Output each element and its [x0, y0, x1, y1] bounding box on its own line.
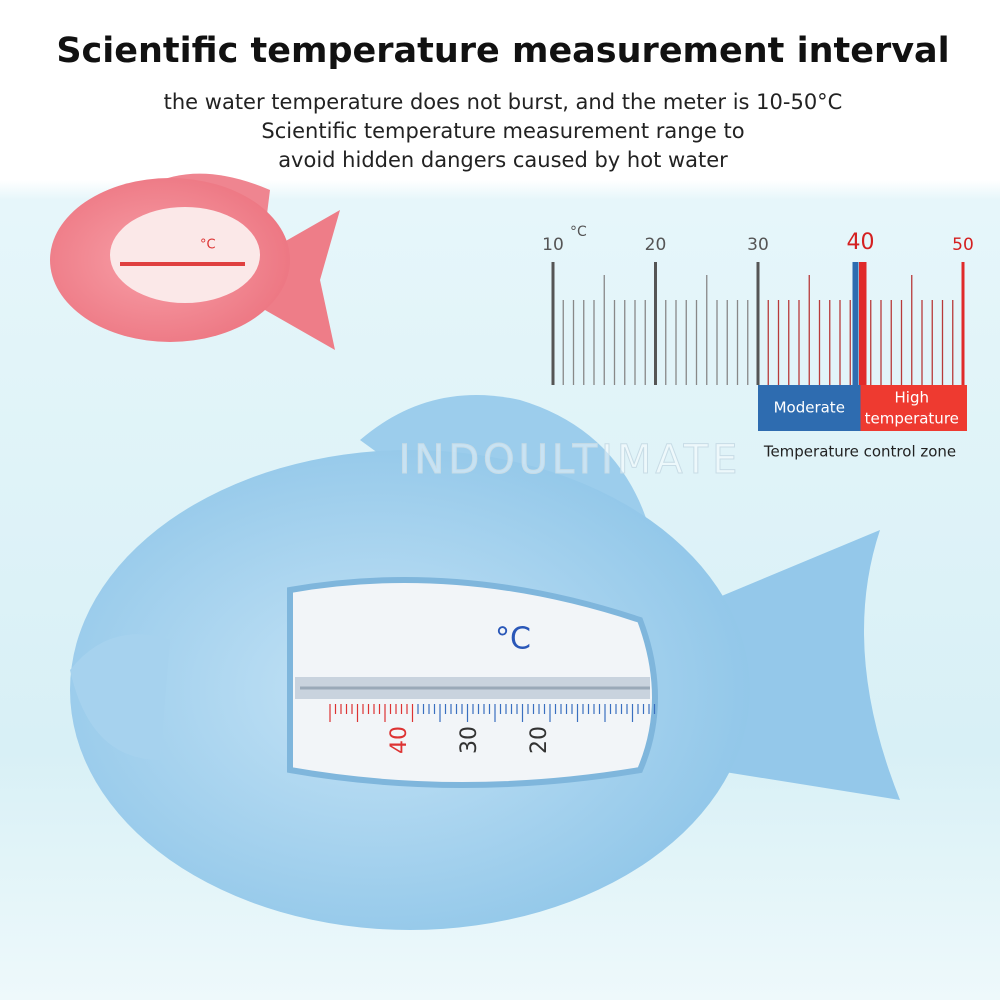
thermometer-label: 20 — [527, 726, 552, 754]
moderate-zone — [758, 385, 861, 431]
subtitle: avoid hidden dangers caused by hot water — [278, 148, 728, 172]
thermometer-unit: °C — [200, 238, 216, 253]
high-zone — [860, 385, 967, 431]
title: Scientific temperature measurement inter… — [56, 31, 949, 71]
scale-label: 30 — [747, 235, 769, 255]
subtitle: Scientific temperature measurement range… — [261, 119, 744, 143]
scale-unit: °C — [570, 224, 587, 240]
temperature-scale: 10 20 30 40 50 °C Moderate High temperature Tempe… — [542, 224, 974, 461]
pink-fish: °C — [50, 173, 340, 350]
thermometer-label: 40 — [387, 726, 412, 754]
zone-label: High — [895, 389, 929, 407]
thermometer-label: 30 — [457, 726, 482, 754]
watermark: INDOULTIMATE — [399, 437, 742, 483]
scale-label: 20 — [645, 235, 667, 255]
scale-label: 40 — [847, 230, 875, 255]
scale-label: 50 — [952, 235, 974, 255]
subtitle: the water temperature does not burst, an… — [164, 90, 843, 114]
blue-fish: °C — [70, 395, 900, 930]
high-marker — [860, 262, 867, 385]
zone-label: temperature — [865, 410, 959, 428]
zone-caption: Temperature control zone — [763, 443, 956, 461]
scale-label: 10 — [542, 235, 564, 255]
zone-label: Moderate — [774, 399, 845, 417]
thermometer-unit: °C — [495, 622, 531, 657]
moderate-marker — [852, 262, 859, 385]
thermometer-scale: 40 30 20 — [329, 704, 656, 754]
